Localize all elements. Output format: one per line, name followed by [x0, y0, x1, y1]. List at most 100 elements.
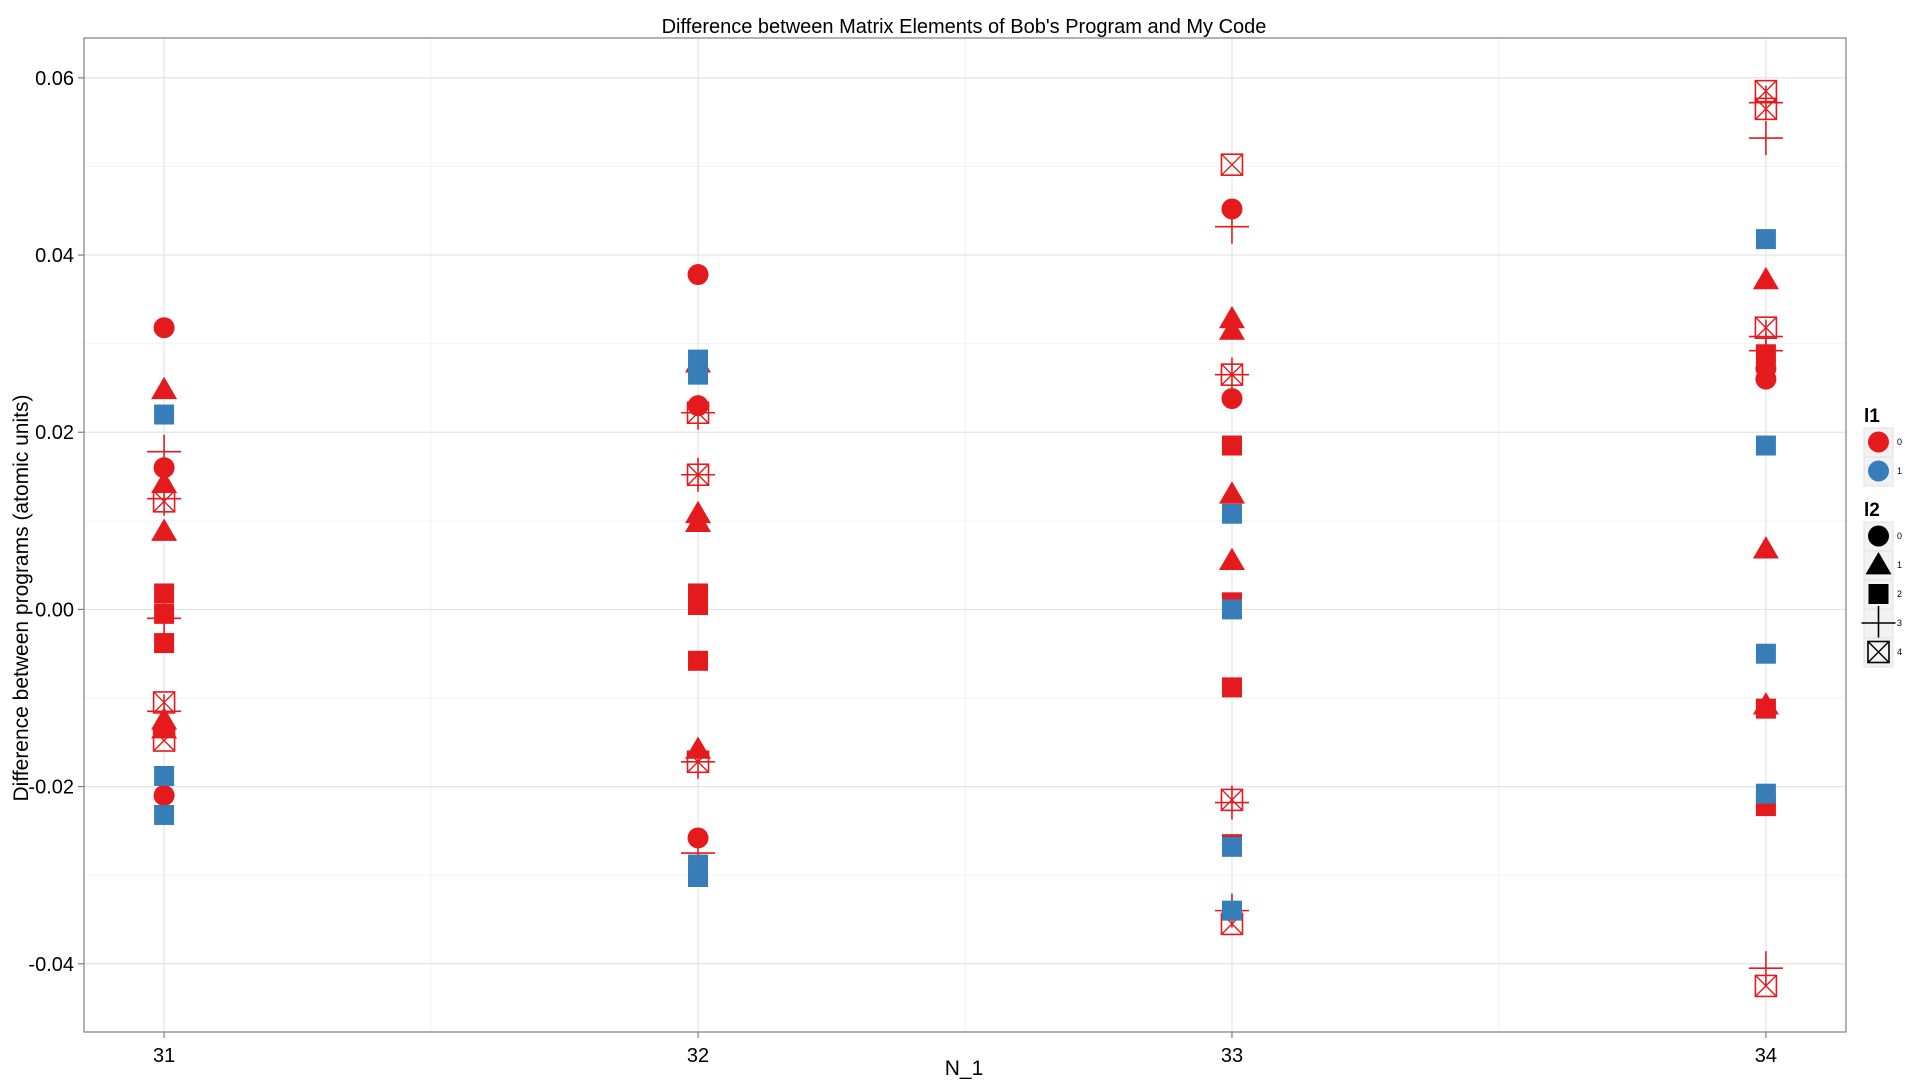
marker-circle: [153, 317, 175, 339]
marker-box: [1754, 97, 1778, 121]
legend-label: 4: [1897, 647, 1902, 657]
data-point: [688, 594, 709, 615]
data-point: [152, 490, 176, 513]
marker-box: [1754, 316, 1778, 339]
marker-diag: [687, 750, 710, 773]
data-point: [1221, 435, 1242, 456]
data-point: [154, 633, 175, 654]
marker-triangle: [1218, 317, 1245, 340]
data-point: [1221, 677, 1242, 698]
legend-key-l1-0: [1868, 431, 1889, 453]
data-point: [152, 691, 176, 714]
marker-square: [688, 349, 709, 370]
marker-square: [154, 583, 175, 604]
data-point: [1214, 209, 1249, 244]
legend-key-l2-2: [1868, 584, 1889, 604]
legend-key-l2-1: [1865, 552, 1892, 575]
x-tick-label: 34: [1755, 1045, 1777, 1067]
data-point: [1755, 368, 1777, 390]
marker-box: [1754, 974, 1778, 998]
data-point: [147, 481, 182, 516]
marker-diag: [153, 729, 176, 752]
marker-diag: [1754, 316, 1777, 339]
data-points: [147, 79, 1783, 998]
marker-circle: [1755, 368, 1777, 390]
marker-triangle: [1752, 536, 1779, 559]
y-tick-label: 0.00: [35, 599, 74, 621]
y-tick-label: -0.04: [28, 954, 74, 976]
data-point: [151, 376, 178, 400]
data-point: [147, 694, 182, 729]
legend-key-l2-0: [1868, 525, 1889, 547]
y-tick-label: -0.02: [28, 777, 74, 799]
marker-triangle: [1865, 552, 1892, 575]
data-point: [1220, 363, 1244, 386]
marker-square: [154, 404, 175, 425]
data-point: [687, 264, 709, 286]
data-point: [1754, 974, 1778, 998]
data-point: [151, 518, 178, 541]
marker-square: [1755, 698, 1776, 719]
y-tick-label: 0.02: [35, 422, 74, 444]
data-point: [686, 463, 710, 487]
x-tick-label: 33: [1221, 1045, 1243, 1067]
data-point: [1221, 388, 1243, 410]
data-point: [1755, 698, 1776, 719]
data-point: [688, 866, 709, 887]
marker-diag: [1754, 97, 1777, 120]
legend-key-l1-1: [1868, 460, 1889, 482]
legend-key-l2-4: [1867, 640, 1890, 664]
data-point: [1221, 900, 1242, 921]
data-point: [686, 750, 710, 774]
data-point: [154, 404, 175, 425]
marker-square: [688, 364, 709, 385]
marker-diag: [153, 691, 176, 714]
marker-circle: [1868, 460, 1889, 482]
marker-box: [686, 750, 710, 774]
legend-title-l1: l1: [1864, 406, 1880, 427]
x-tick-label: 32: [687, 1045, 709, 1067]
marker-box: [1220, 788, 1244, 812]
marker-diag: [1867, 641, 1890, 663]
data-point: [147, 434, 182, 469]
marker-box: [1867, 640, 1890, 664]
data-point: [1218, 547, 1245, 571]
marker-square: [1221, 677, 1242, 698]
data-point: [154, 583, 175, 604]
marker-triangle: [1752, 266, 1779, 290]
marker-diag: [1220, 153, 1243, 176]
marker-box: [152, 490, 176, 513]
data-point: [1752, 536, 1779, 559]
x-tick-label: 31: [153, 1045, 175, 1067]
marker-diag: [153, 490, 176, 513]
legend-label: 0: [1897, 437, 1902, 447]
legend-title-l2: l2: [1864, 500, 1880, 521]
marker-box: [1220, 363, 1244, 386]
data-point: [1748, 333, 1783, 368]
marker-square: [1755, 435, 1776, 456]
data-point: [1755, 229, 1776, 250]
marker-square: [1868, 584, 1889, 604]
data-point: [1752, 266, 1779, 290]
marker-diag: [1754, 974, 1777, 997]
marker-box: [152, 691, 176, 714]
data-point: [153, 317, 175, 339]
marker-diag: [1220, 788, 1243, 811]
legend-label: 0: [1897, 531, 1902, 541]
marker-circle: [1868, 525, 1889, 547]
marker-square: [1221, 435, 1242, 456]
data-point: [1220, 788, 1244, 812]
plot-area: -0.04 -0.02 0.00 0.02 0.04 0.06 31 32 33 34: [28, 37, 1847, 1067]
data-point: [1754, 316, 1778, 339]
marker-diag: [687, 463, 710, 486]
data-point: [688, 364, 709, 385]
data-point: [147, 601, 182, 636]
data-point: [1221, 198, 1243, 220]
marker-box: [152, 729, 176, 752]
y-axis-title: Difference between programs (atomic unit…: [10, 395, 33, 802]
marker-square: [1755, 783, 1776, 804]
marker-square: [688, 650, 709, 671]
legend-key-l2-3: [1861, 606, 1896, 640]
